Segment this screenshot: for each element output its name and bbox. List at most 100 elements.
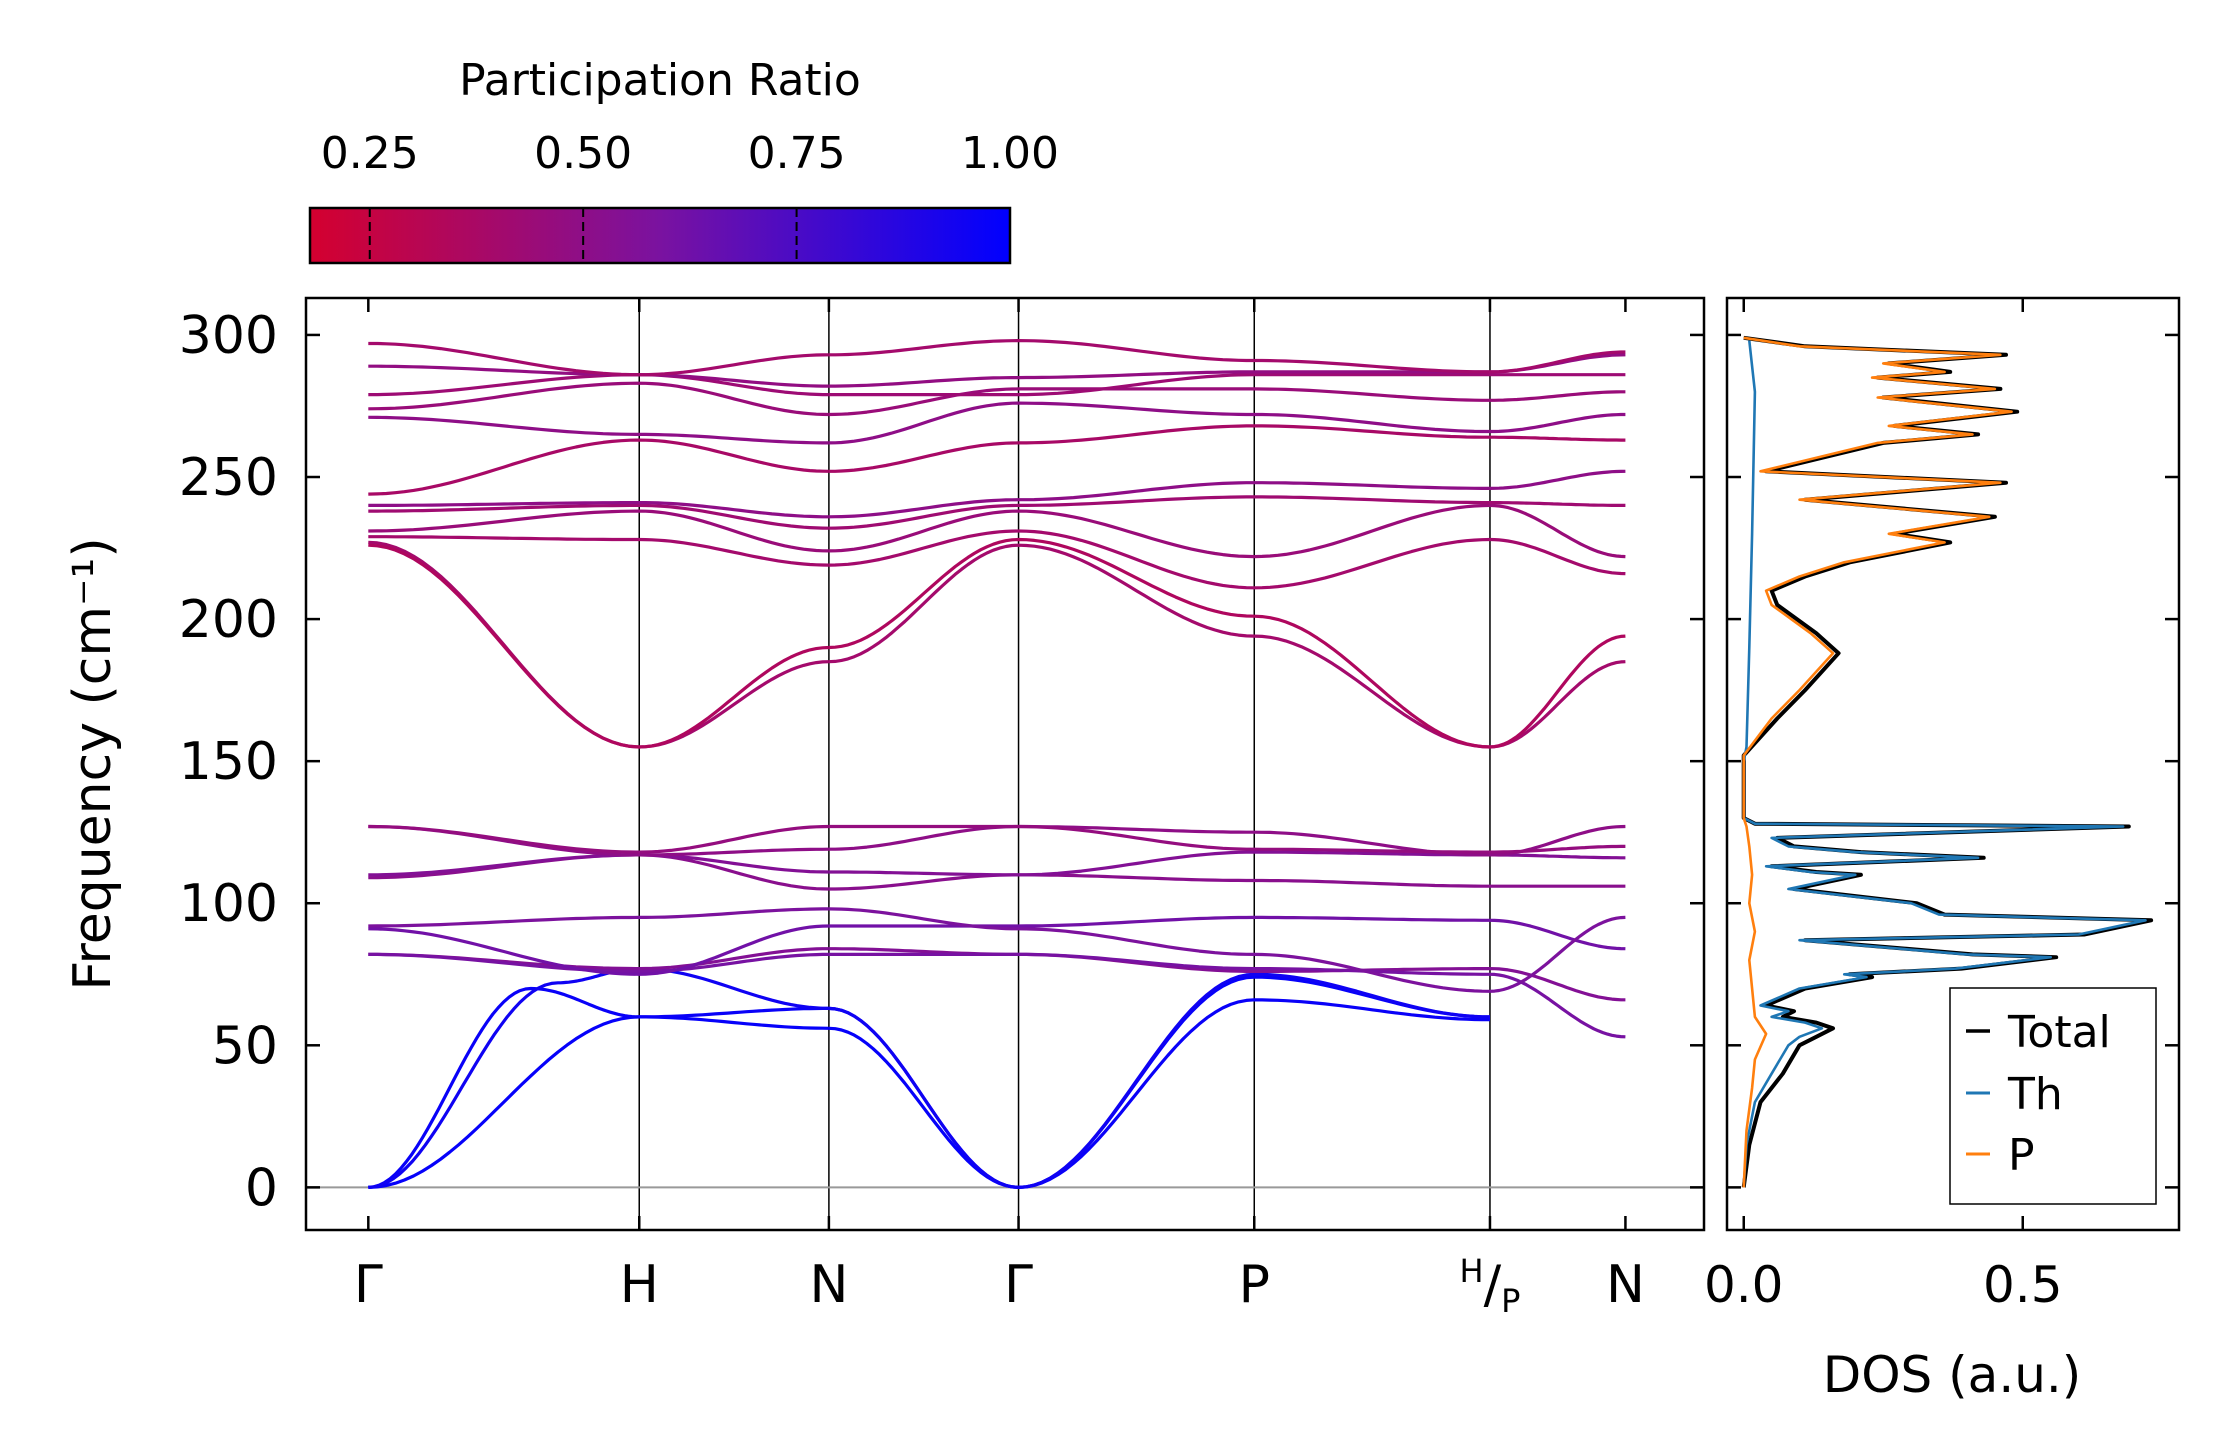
band-line — [828, 915, 1490, 928]
band-series — [368, 339, 1626, 1189]
kpoint-label: H/P — [1460, 1252, 1521, 1320]
band-line — [828, 529, 1491, 590]
band-line — [828, 543, 1491, 749]
band-line — [368, 381, 829, 417]
band-x-ticks: Γ H N Γ P H/P N — [354, 298, 1645, 1320]
band-line — [1489, 469, 1626, 490]
band-line — [828, 373, 1490, 397]
y-tick-label: 100 — [179, 874, 278, 934]
band-line — [1490, 390, 1626, 402]
band-line — [828, 339, 1491, 374]
band-plot-frame — [304, 296, 1706, 1232]
band-b17 — [368, 529, 1626, 590]
band-line — [828, 370, 1490, 388]
band-line — [1489, 537, 1626, 576]
band-line — [828, 495, 1490, 530]
y-axis-label: Frequency (cm⁻¹) — [63, 537, 123, 990]
colorbar-tick-label: 0.50 — [534, 128, 632, 179]
band-b21 — [368, 424, 1626, 496]
legend-label-th: Th — [2007, 1069, 2063, 1120]
band-line — [1489, 972, 1626, 1039]
dos-legend: Total Th P — [1949, 987, 2157, 1205]
band-line — [828, 537, 1491, 749]
band-line — [368, 907, 829, 928]
band-line — [368, 952, 829, 973]
band-b20 — [368, 469, 1626, 519]
kpoint-label: N — [809, 1255, 848, 1315]
band-line — [828, 387, 1490, 417]
band-line — [828, 947, 1490, 973]
band-b18 — [368, 503, 1626, 559]
band-line — [828, 998, 1490, 1189]
band-line — [368, 543, 829, 749]
colorbar-tick-labels: 0.25 0.50 0.75 1.00 — [321, 128, 1059, 179]
band-b26 — [368, 339, 1626, 377]
band-line — [828, 972, 1491, 1189]
band-line — [1489, 967, 1626, 1002]
band-line — [368, 501, 829, 519]
colorbar-tick-label: 0.25 — [321, 128, 419, 179]
colorbar-label: Participation Ratio — [459, 55, 861, 106]
band-line — [828, 907, 1491, 993]
band-line — [1490, 435, 1626, 442]
band-line — [1489, 634, 1626, 749]
band-b15 — [368, 540, 1626, 749]
band-line — [828, 975, 1491, 1189]
colorbar-ticks — [368, 208, 798, 263]
band-line — [1489, 350, 1626, 374]
band-line — [1490, 853, 1626, 860]
dos-x-tick-label: 0.0 — [1704, 1256, 1784, 1314]
band-line — [368, 986, 829, 1189]
band-line — [828, 952, 1490, 976]
band-line — [828, 424, 1490, 473]
band-acoustic-3 — [368, 967, 1491, 1189]
band-line — [1490, 844, 1626, 854]
band-line — [828, 850, 1490, 877]
band-line — [368, 438, 829, 496]
band-line — [1490, 412, 1626, 434]
band-line — [368, 535, 829, 567]
legend-label-p: P — [2008, 1130, 2035, 1181]
dos-x-tick-label: 0.5 — [1983, 1256, 2063, 1314]
band-line — [368, 824, 829, 854]
band-line — [1489, 918, 1626, 951]
dos-ticks: 0.0 0.5 — [1704, 298, 2179, 1314]
dos-plot-frame — [1725, 296, 2181, 1232]
y-tick-label: 0 — [245, 1158, 278, 1218]
band-b16 — [368, 537, 1626, 749]
band-line — [368, 924, 829, 976]
band-acoustic-1 — [368, 975, 1491, 1189]
band-line — [828, 401, 1490, 445]
dos-x-axis-label: DOS (a.u.) — [1823, 1346, 2082, 1404]
kpoint-label: Γ — [354, 1255, 383, 1315]
band-line — [828, 503, 1491, 559]
band-line — [368, 503, 829, 530]
band-line — [828, 481, 1490, 519]
kpoint-label: N — [1606, 1255, 1645, 1315]
y-tick-label: 300 — [179, 306, 278, 366]
band-line — [1489, 503, 1626, 559]
band-b12 — [368, 850, 1626, 877]
band-line — [1489, 915, 1626, 993]
band-b14 — [368, 824, 1626, 854]
band-acoustic-2 — [368, 986, 1490, 1189]
band-b19 — [368, 495, 1626, 530]
band-line — [828, 824, 1490, 857]
legend-label-total: Total — [2007, 1007, 2111, 1058]
band-line — [368, 853, 829, 877]
band-line — [368, 1015, 829, 1189]
band-b10 — [368, 907, 1626, 993]
colorbar-tick-label: 1.00 — [961, 128, 1059, 179]
dos-line-th — [1742, 340, 2147, 1188]
band-line — [1490, 501, 1626, 507]
legend-box — [1949, 987, 2157, 1205]
band-line — [368, 341, 829, 377]
band-b9 — [368, 915, 1626, 976]
y-tick-label: 250 — [179, 448, 278, 508]
band-line — [368, 540, 829, 749]
kpoint-label: H — [620, 1255, 659, 1315]
band-kpoint-dividers — [638, 298, 1491, 1230]
colorbar-tick-label: 0.75 — [748, 128, 846, 179]
dos-series — [1741, 335, 2154, 1188]
band-b22 — [368, 401, 1626, 445]
